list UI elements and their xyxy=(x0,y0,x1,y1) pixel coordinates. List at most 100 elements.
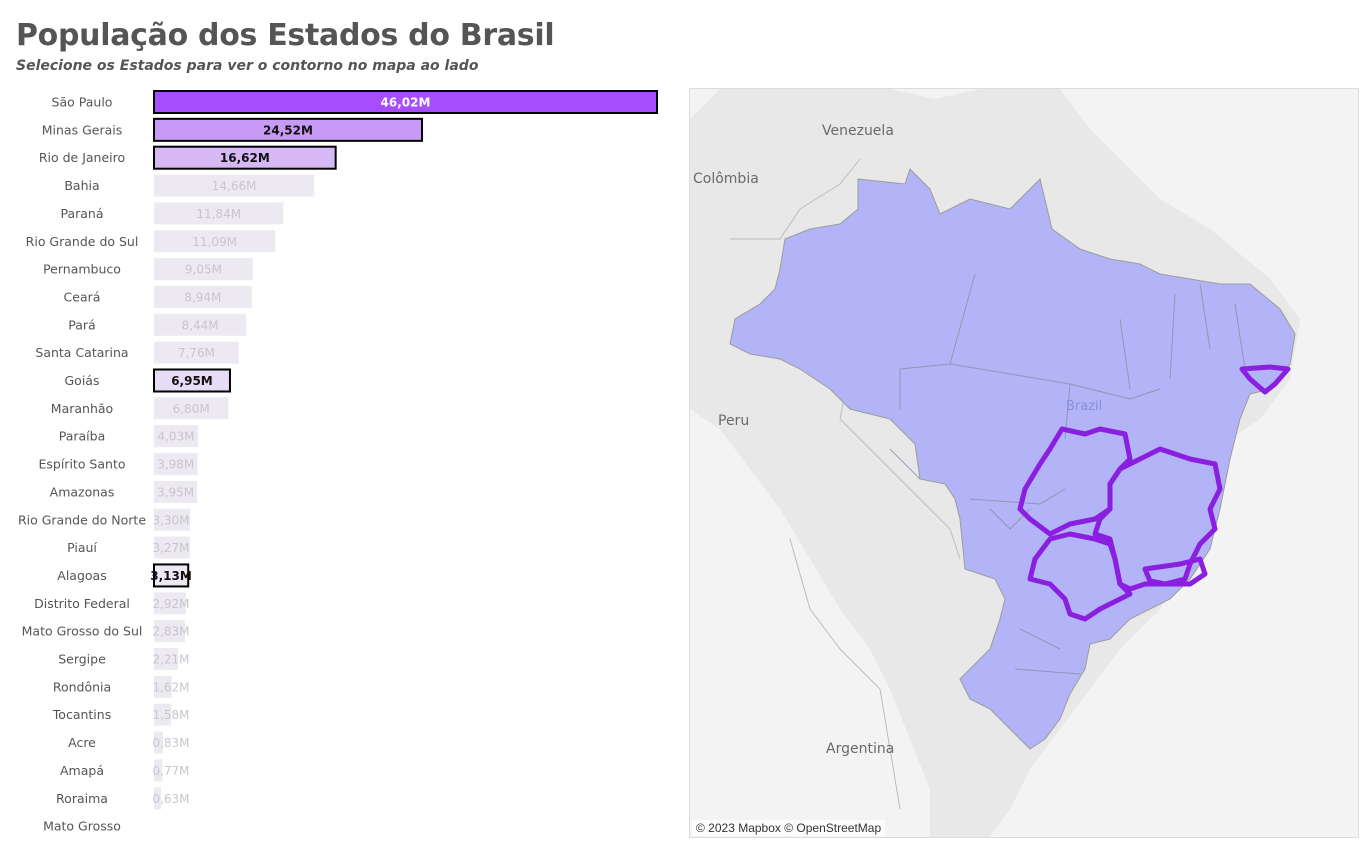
category-label: Paraná xyxy=(60,206,103,221)
bar[interactable] xyxy=(154,480,198,503)
category-label: Tocantins xyxy=(52,707,111,722)
bar[interactable] xyxy=(154,285,252,308)
category-label: Ceará xyxy=(64,289,101,304)
bar[interactable] xyxy=(154,508,191,531)
bar[interactable] xyxy=(154,731,164,754)
bar-row-minas-gerais[interactable]: Minas Gerais 24,52M xyxy=(42,117,424,142)
category-label: Roraima xyxy=(56,791,108,806)
value-label: 9,05M xyxy=(185,263,222,277)
bar[interactable] xyxy=(153,368,231,393)
value-label: 6,80M xyxy=(173,402,210,416)
bar[interactable] xyxy=(154,675,172,698)
bar-row-rondonia[interactable]: Rondônia 1,62M xyxy=(53,675,190,698)
bar[interactable] xyxy=(154,230,276,253)
category-label: Piauí xyxy=(67,540,97,555)
bar[interactable] xyxy=(153,145,337,170)
bar[interactable] xyxy=(154,313,247,336)
category-label: Rio Grande do Sul xyxy=(26,234,139,249)
population-bar-chart: São Paulo 46,02M Minas Gerais 24,52M Rio de … xyxy=(18,90,658,834)
category-label: Santa Catarina xyxy=(35,345,128,360)
bar[interactable] xyxy=(154,341,239,364)
value-label: 4,03M xyxy=(157,430,194,444)
bar-row-amapa[interactable]: Amapá 0,77M xyxy=(60,759,190,782)
bar[interactable] xyxy=(154,258,253,281)
bar-row-para[interactable]: Pará 8,44M xyxy=(68,313,247,336)
value-label: 2,21M xyxy=(152,653,189,667)
bar-row-bahia[interactable]: Bahia 14,66M xyxy=(64,174,315,197)
value-label: 3,30M xyxy=(152,513,189,527)
value-label: 6,95M xyxy=(171,374,213,388)
bar-row-maranhao[interactable]: Maranhão 6,80M xyxy=(51,397,229,420)
bar-row-rio-grande-do-sul[interactable]: Rio Grande do Sul 11,09M xyxy=(26,230,276,253)
page-title: População dos Estados do Brasil xyxy=(16,18,555,53)
value-label: 24,52M xyxy=(263,123,313,137)
category-label: Maranhão xyxy=(51,401,113,416)
bar[interactable] xyxy=(154,620,185,643)
bar-row-espirito-santo[interactable]: Espírito Santo 3,98M xyxy=(38,453,198,476)
page-subtitle: Selecione os Estados para ver o contorno… xyxy=(16,58,479,74)
bar[interactable] xyxy=(154,453,198,476)
category-label: Amazonas xyxy=(50,484,115,499)
category-label: Rondônia xyxy=(53,679,111,694)
bar[interactable] xyxy=(153,563,190,588)
bar[interactable] xyxy=(154,174,315,197)
value-label: 3,13M xyxy=(150,569,192,583)
value-label: 8,94M xyxy=(184,290,221,304)
bar-row-amazonas[interactable]: Amazonas 3,95M xyxy=(50,480,198,503)
bar-row-sergipe[interactable]: Sergipe 2,21M xyxy=(58,648,190,670)
bar[interactable] xyxy=(154,202,284,225)
bar-row-parana[interactable]: Paraná 11,84M xyxy=(60,202,284,225)
category-label: Mato Grosso xyxy=(43,819,121,834)
bar[interactable] xyxy=(154,592,186,615)
brazil-map[interactable]: Venezuela Colômbia Peru Brazil Argentina… xyxy=(689,88,1359,838)
outline-rio-de-janeiro[interactable] xyxy=(1142,556,1208,587)
category-label: Minas Gerais xyxy=(42,122,123,137)
bar-row-alagoas[interactable]: Alagoas 3,13M xyxy=(57,563,192,588)
category-label: Espírito Santo xyxy=(38,457,125,472)
outline-alagoas[interactable] xyxy=(1239,364,1291,395)
bar-row-goias[interactable]: Goiás 6,95M xyxy=(65,368,231,393)
bar[interactable] xyxy=(154,425,199,448)
bar-row-ceara[interactable]: Ceará 8,94M xyxy=(64,285,252,308)
map-label-brazil: Brazil xyxy=(1066,399,1103,414)
category-label: Rio Grande do Norte xyxy=(18,512,146,527)
value-label: 3,27M xyxy=(152,541,189,555)
map-label-argentina: Argentina xyxy=(826,741,895,757)
category-label: Alagoas xyxy=(57,568,106,583)
category-label: Pará xyxy=(68,317,95,332)
bar[interactable] xyxy=(153,90,658,114)
bar[interactable] xyxy=(154,648,179,670)
bar[interactable] xyxy=(154,397,229,420)
map-canvas[interactable] xyxy=(690,89,1358,837)
value-label: 2,83M xyxy=(152,625,189,639)
bar-row-tocantins[interactable]: Tocantins 1,58M xyxy=(52,703,190,726)
brazil-states[interactable] xyxy=(729,168,1296,750)
bar-row-mato-grosso[interactable]: Mato Grosso xyxy=(43,819,121,834)
bar-row-paraiba[interactable]: Paraíba 4,03M xyxy=(59,425,199,448)
bar-row-mato-grosso-do-sul[interactable]: Mato Grosso do Sul 2,83M xyxy=(22,620,190,643)
bar-row-rio-de-janeiro[interactable]: Rio de Janeiro 16,62M xyxy=(39,145,337,170)
bar[interactable] xyxy=(154,536,190,559)
bar-row-santa-catarina[interactable]: Santa Catarina 7,76M xyxy=(35,341,239,364)
bar[interactable] xyxy=(154,703,172,726)
bar-row-distrito-federal[interactable]: Distrito Federal 2,92M xyxy=(34,592,190,615)
category-label: São Paulo xyxy=(52,95,113,110)
map-label-peru: Peru xyxy=(718,413,750,429)
value-label: 14,66M xyxy=(212,179,257,193)
bar-row-rio-grande-do-norte[interactable]: Rio Grande do Norte 3,30M xyxy=(18,508,191,531)
bar-row-acre[interactable]: Acre 0,83M xyxy=(68,731,190,754)
category-label: Amapá xyxy=(60,763,104,778)
value-label: 1,62M xyxy=(152,680,189,694)
bar-row-piaui[interactable]: Piauí 3,27M xyxy=(67,536,190,559)
value-label: 46,02M xyxy=(381,96,431,110)
bar[interactable] xyxy=(154,759,163,782)
outline-sao-paulo[interactable] xyxy=(1027,531,1133,622)
bar[interactable] xyxy=(154,787,161,810)
bar-row-pernambuco[interactable]: Pernambuco 9,05M xyxy=(43,258,253,281)
outline-goias[interactable] xyxy=(1017,426,1133,537)
value-label: 0,63M xyxy=(152,792,189,806)
value-label: 2,92M xyxy=(152,597,189,611)
bar-row-roraima[interactable]: Roraima 0,63M xyxy=(56,787,190,810)
bar[interactable] xyxy=(153,117,424,142)
bar-row-sao-paulo[interactable]: São Paulo 46,02M xyxy=(52,90,658,114)
